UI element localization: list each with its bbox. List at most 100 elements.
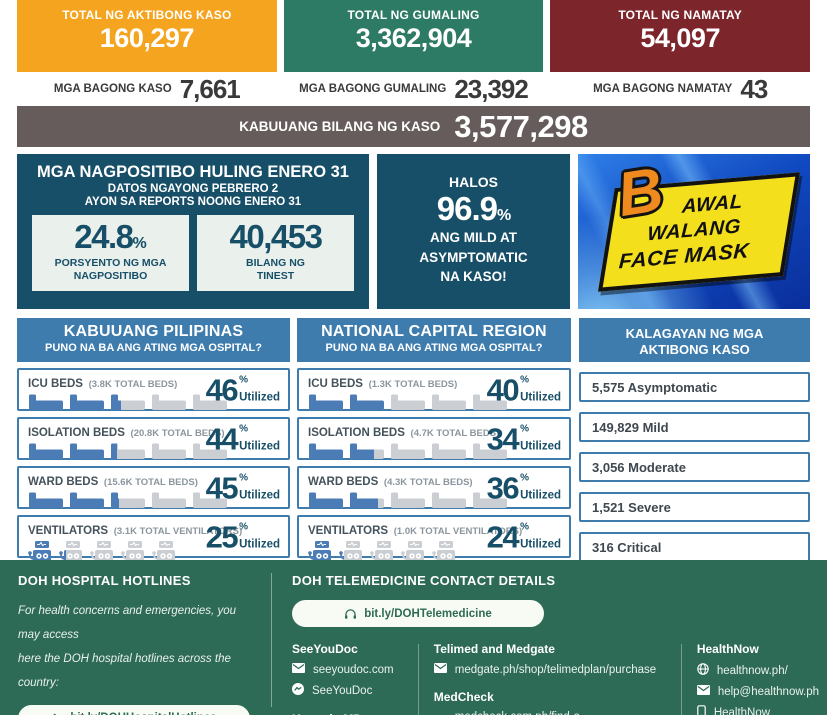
utilization-percent: 46% Utilized bbox=[205, 371, 280, 407]
bed-icon bbox=[69, 443, 105, 460]
bed-icon bbox=[390, 443, 426, 460]
utilization-row-icu-beds: ICU BEDS (3.8K TOTAL BEDS) 46% Utilized bbox=[17, 368, 290, 411]
utilization-icons bbox=[308, 394, 562, 411]
bed-icon bbox=[151, 394, 187, 411]
bed-icon bbox=[390, 492, 426, 509]
contact-text: help@healthnow.ph bbox=[717, 685, 820, 698]
resource-total: (20.8K TOTAL BEDS) bbox=[127, 428, 225, 439]
bed-icon bbox=[472, 443, 508, 460]
utilization-percent: 24% Utilized bbox=[487, 520, 561, 552]
ventilator-icon bbox=[121, 541, 147, 562]
total-stat-value: 3,362,904 bbox=[355, 23, 472, 53]
new-stat-1: MGA BAGONG GUMALING 23,392 bbox=[284, 72, 544, 106]
resource-name: ISOLATION BEDS bbox=[308, 427, 405, 439]
utilization-icons bbox=[28, 541, 281, 562]
utilization-row-label: ISOLATION BEDS (4.7K TOTAL BEDS) bbox=[308, 423, 562, 441]
hotlines-description: For health concerns and emergencies, you… bbox=[18, 605, 236, 690]
resource-total: (3.1K TOTAL VENTILATORS) bbox=[111, 526, 243, 537]
contact-link[interactable]: help@healthnow.ph bbox=[696, 685, 820, 698]
new-stat-value: 43 bbox=[740, 73, 768, 104]
contact-column-2: HealthNow healthnow.ph/help@healthnow.ph H… bbox=[696, 642, 820, 715]
percent-sign: % bbox=[239, 520, 249, 532]
new-stats-row: MGA BAGONG KASO 7,661 MGA BAGONG GUMALING 2… bbox=[17, 72, 810, 106]
utilized-word: Utilized bbox=[520, 537, 561, 550]
resource-total: (3.8K TOTAL BEDS) bbox=[85, 379, 178, 390]
total-stat-value: 160,297 bbox=[99, 23, 195, 53]
telemedicine-contacts: SeeYouDoc seeyoudoc.com SeeYouDoc KonsultaM… bbox=[292, 642, 819, 715]
bed-icon bbox=[349, 394, 385, 411]
bed-icon bbox=[28, 492, 64, 509]
utilization-row-label: WARD BEDS (4.3K TOTAL BEDS) bbox=[308, 472, 562, 490]
utilization-percent-value: 40 bbox=[486, 371, 520, 407]
contact-link[interactable]: HealthNow bbox=[697, 705, 819, 715]
contact-column-0: SeeYouDoc seeyoudoc.com SeeYouDoc KonsultaM… bbox=[292, 642, 406, 715]
contact-link[interactable]: medgate.ph/shop/telimedplan/purchase bbox=[433, 663, 669, 676]
resource-total: (4.3K TOTAL BEDS) bbox=[381, 477, 473, 488]
contact-provider-name: HealthNow bbox=[696, 642, 759, 656]
case-status-box-2: 3,056 Moderate bbox=[579, 452, 810, 482]
hospital-section: KABUUANG PILIPINAS PUNO NA BA ANG ATING M… bbox=[17, 318, 810, 562]
utilized-word: Utilized bbox=[239, 390, 280, 403]
percent-sign: % bbox=[520, 520, 530, 532]
new-stat-value: 23,392 bbox=[454, 73, 529, 104]
positivity-subtitle-1: DATOS NGAYONG PEBRERO 2 bbox=[107, 183, 279, 195]
percent-sign: % bbox=[520, 373, 530, 385]
utilization-row-label: ICU BEDS (3.8K TOTAL BEDS) bbox=[28, 374, 281, 392]
bed-icon bbox=[151, 443, 187, 460]
hospital-hotlines-button[interactable]: bit.ly/DOHHospitalHotlines bbox=[18, 704, 250, 715]
messenger-icon bbox=[292, 683, 304, 698]
mobile-icon bbox=[697, 705, 706, 715]
bed-icon bbox=[110, 492, 146, 509]
utilized-word: Utilized bbox=[520, 488, 561, 501]
resource-name: ICU BEDS bbox=[308, 378, 363, 390]
utilization-row-label: WARD BEDS (15.6K TOTAL BEDS) bbox=[28, 472, 281, 490]
contact-column-1: Telimed and Medgate medgate.ph/shop/telim… bbox=[433, 642, 669, 715]
utilization-row-ventilators: VENTILATORS (1.0K TOTAL VENTILATORS) 24% U… bbox=[297, 515, 571, 562]
case-status-box-0: 5,575 Asymptomatic bbox=[579, 372, 810, 402]
active-cases-column: KALAGAYAN NG MGA AKTIBONG KASO 5,575 Asym… bbox=[579, 318, 810, 562]
bed-icon bbox=[472, 492, 508, 509]
resource-name: VENTILATORS bbox=[28, 525, 109, 537]
contact-text: healthnow.ph/ bbox=[716, 664, 788, 677]
bed-icon bbox=[308, 394, 344, 411]
active-cases-title: KALAGAYAN NG MGA AKTIBONG KASO bbox=[625, 326, 764, 358]
utilization-percent-value: 34 bbox=[486, 420, 520, 456]
banner-letter-b: B bbox=[612, 154, 668, 231]
total-cases-bar: KABUUANG BILANG NG KASO 3,577,298 bbox=[17, 106, 810, 147]
contact-link[interactable]: seeyoudoc.com bbox=[292, 663, 406, 676]
hospital-column-header: NATIONAL CAPITAL REGION PUNO NA BA ANG AT… bbox=[297, 318, 571, 362]
bed-icon bbox=[28, 443, 64, 460]
bed-icon bbox=[349, 443, 385, 460]
utilization-icons bbox=[308, 541, 562, 562]
bed-icon bbox=[192, 394, 228, 411]
bed-icon bbox=[192, 492, 228, 509]
new-stat-value: 7,661 bbox=[179, 73, 241, 104]
utilization-row-ventilators: VENTILATORS (3.1K TOTAL VENTILATORS) 25% U… bbox=[17, 515, 290, 562]
hospital-column-ncr: NATIONAL CAPITAL REGION PUNO NA BA ANG AT… bbox=[297, 318, 571, 562]
contact-text: medgate.ph/shop/telimedplan/purchase bbox=[454, 663, 657, 676]
resource-total: (1.3K TOTAL BEDS) bbox=[365, 379, 458, 390]
total-stat-box-2: TOTAL NG NAMATAY 54,097 bbox=[550, 0, 811, 72]
utilization-percent-value: 36 bbox=[486, 469, 520, 505]
contact-link[interactable]: SeeYouDoc bbox=[292, 683, 406, 698]
percent-sign: % bbox=[132, 235, 147, 252]
contact-link[interactable]: medcheck.com.ph/find-a-doctor/SeeYouDoc bbox=[434, 711, 669, 715]
utilization-percent-value: 46 bbox=[205, 371, 239, 407]
hospital-column-subtitle: PUNO NA BA ANG ATING MGA OSPITAL? bbox=[45, 342, 262, 354]
contact-provider-name: Telimed and Medgate bbox=[433, 642, 555, 656]
ventilator-icon bbox=[401, 541, 427, 562]
new-stat-0: MGA BAGONG KASO 7,661 bbox=[17, 72, 277, 106]
total-cases-label: KABUUANG BILANG NG KASO bbox=[239, 119, 441, 134]
bed-icon bbox=[390, 394, 426, 411]
hospital-column-subtitle: PUNO NA BA ANG ATING MGA OSPITAL? bbox=[325, 342, 543, 354]
utilization-row-isolation-beds: ISOLATION BEDS (4.7K TOTAL BEDS) 34% Utili… bbox=[297, 417, 571, 460]
hotlines-title: DOH HOSPITAL HOTLINES bbox=[18, 573, 191, 588]
telemedicine-button[interactable]: bit.ly/DOHTelemedicine bbox=[292, 600, 544, 627]
resource-total: (4.7K TOTAL BEDS) bbox=[407, 428, 500, 439]
contact-link[interactable]: healthnow.ph/ bbox=[697, 663, 819, 678]
bed-icon bbox=[349, 492, 385, 509]
bed-icon bbox=[69, 492, 105, 509]
utilized-word: Utilized bbox=[239, 439, 280, 452]
new-stat-2: MGA BAGONG NAMATAY 43 bbox=[550, 72, 810, 106]
resource-name: ICU BEDS bbox=[28, 378, 83, 390]
